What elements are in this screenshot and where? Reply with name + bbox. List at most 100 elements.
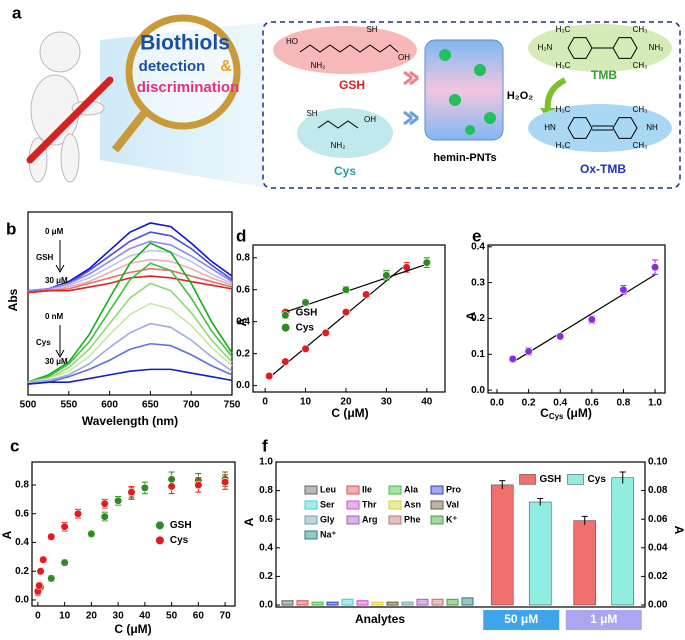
legend-swatch (304, 500, 318, 510)
x-tick-label: 550 (60, 400, 77, 411)
point (281, 311, 290, 320)
atom-label: OH (398, 53, 410, 62)
spectrum (27, 249, 233, 294)
gsh-structure (299, 44, 399, 53)
point (114, 496, 123, 505)
point (362, 290, 371, 299)
spectrum (27, 302, 233, 383)
point (265, 371, 274, 381)
oxtmb-bg (528, 104, 672, 152)
x-axis-label: CCys (μM) (540, 406, 592, 421)
y-tick-label: 0.4 (471, 241, 485, 252)
atom-label: CH₃ (633, 105, 648, 114)
bar (326, 601, 339, 606)
y-axis-label: A (235, 317, 249, 326)
point (194, 480, 203, 490)
tmb-structure (567, 37, 638, 59)
x-tick-label: 70 (220, 611, 232, 622)
scheme (26, 14, 681, 359)
bar (356, 600, 369, 606)
y-tick-label: 0.2 (15, 566, 29, 577)
legend-label: Ala (404, 484, 419, 494)
spectrum (27, 222, 233, 292)
plot-frame (487, 244, 666, 394)
point (281, 357, 290, 366)
x-tick-label: 0 (35, 611, 41, 622)
y-tick-label: 0.0 (259, 600, 273, 611)
plot-frame (31, 461, 236, 607)
bar (416, 598, 429, 606)
point (167, 482, 176, 491)
x-tick-label: 0 (262, 397, 268, 408)
pencil (26, 76, 114, 164)
point (36, 567, 45, 576)
point (221, 478, 230, 487)
x-axis-label: C (μM) (331, 406, 368, 420)
magnifier-handle (111, 109, 149, 153)
atom-label: H₃C (556, 25, 571, 34)
point (301, 298, 310, 307)
panel-label: e (472, 226, 481, 245)
arrow (55, 240, 65, 274)
point (35, 581, 44, 590)
y-tick-label: 0.2 (259, 571, 273, 582)
legend-marker (281, 323, 290, 332)
point (140, 483, 149, 492)
spectrum (27, 240, 233, 292)
point (321, 328, 330, 337)
point (422, 258, 431, 267)
fit-line (512, 274, 656, 363)
panel-label: f (262, 436, 268, 455)
point (100, 512, 109, 521)
y-tick-label: 0.4 (15, 537, 29, 548)
legend-label: GSH (540, 474, 562, 485)
atom-label: CH₃ (633, 61, 648, 70)
y-tick-label: 1.0 (259, 457, 273, 468)
x-tick-label: 0.4 (553, 398, 567, 409)
fit-line (268, 263, 407, 379)
legend-swatch (430, 485, 444, 495)
x-axis-label: Analytes (355, 612, 405, 626)
figure-person (28, 31, 105, 183)
x-tick-label: 20 (86, 611, 98, 622)
atom-label: HO (286, 37, 298, 46)
molecule-name: Cys (334, 164, 356, 178)
y-tick-label: 0.08 (648, 485, 668, 496)
atom-label: CH₃ (633, 25, 648, 34)
panel-label: b (6, 219, 16, 238)
x-axis-label-part: Cys (549, 412, 564, 421)
atom-label: H₃C (556, 61, 571, 70)
plot-frame (27, 211, 233, 396)
legend-swatch (388, 500, 402, 510)
legend-swatch (304, 530, 318, 540)
x-tick-label: 40 (421, 397, 433, 408)
x-tick-label: 700 (183, 400, 200, 411)
legend-label: Arg (362, 514, 378, 524)
point (524, 347, 533, 356)
y-tick-label: 0.0 (15, 595, 29, 606)
point (508, 354, 517, 364)
legend-label: Cys (296, 322, 315, 333)
plot-frame (275, 461, 646, 608)
y-tick-label: 0.0 (471, 385, 485, 396)
y-tick-label: 0.1 (471, 349, 485, 360)
y-tick-label: 0.04 (648, 542, 668, 553)
spectrum (27, 322, 233, 383)
point (87, 529, 96, 538)
x-tick-label: 0.8 (616, 398, 630, 409)
annotation: GSH (36, 253, 54, 262)
point (382, 271, 391, 280)
error-bar (581, 515, 588, 525)
spectrum (27, 368, 233, 385)
legend-swatch (430, 515, 444, 525)
bar (431, 598, 444, 606)
x-axis-label: C (μM) (114, 622, 151, 636)
x-tick-label: 10 (300, 397, 312, 408)
x-tick-label: 10 (59, 611, 71, 622)
group-label: 1 μM (590, 612, 617, 626)
scheme-title: detection (139, 58, 206, 75)
legend-label: Ser (320, 499, 335, 509)
x-tick-label: 30 (113, 611, 125, 622)
